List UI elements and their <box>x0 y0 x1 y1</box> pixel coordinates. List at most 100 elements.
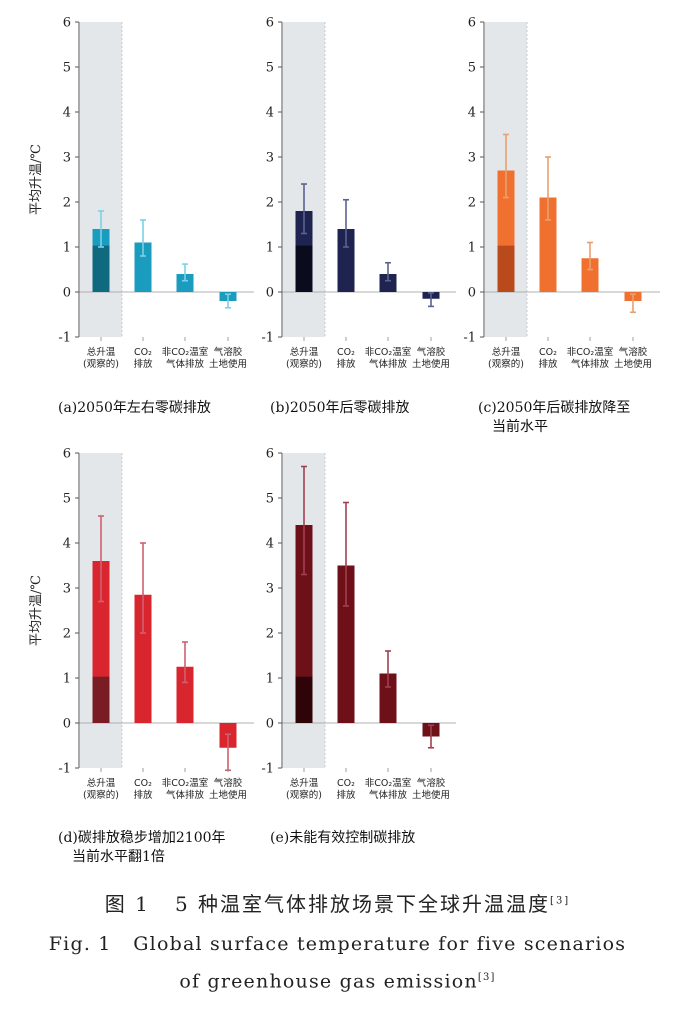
category-label: 土地使用 <box>412 358 450 370</box>
bar <box>337 229 355 292</box>
y-axis-label: 平均升温/℃ <box>29 144 44 215</box>
panel-title: (e)未能有效控制碳排放 <box>270 830 415 846</box>
category-label: (观察的) <box>286 358 322 370</box>
category-label: (观察的) <box>286 789 322 801</box>
y-tick-label: 1 <box>468 241 476 256</box>
panel-title-line2: 当前水平 <box>492 418 548 435</box>
bar <box>134 594 152 723</box>
y-tick-label: -1 <box>463 331 476 346</box>
figure-panels: -10123456平均升温/℃总升温(观察的)CO₂排放非CO₂温室气体排放气溶… <box>29 16 660 865</box>
y-tick-label: 5 <box>63 61 71 76</box>
caption-english: Fig. 1 Global surface temperature for fi… <box>0 927 675 998</box>
category-label: 总升温 <box>87 346 116 358</box>
category-label: (观察的) <box>83 358 119 370</box>
caption-chinese-ref: [3] <box>550 895 571 907</box>
category-label: 土地使用 <box>209 789 247 801</box>
chart-panel-a: -1 0 1 2 3 4 5 6 平均升温/℃ 总升温(观察的) CO₂排放非CO₂温室气体排放气溶… <box>29 16 254 416</box>
caption-english-line2: of greenhouse gas emission[3] <box>0 961 675 998</box>
y-tick-label: 6 <box>63 447 71 462</box>
panel-title: (c)2050年后碳排放降至 <box>478 400 630 416</box>
y-tick-label: 1 <box>266 672 274 687</box>
y-tick-label: -1 <box>58 331 71 346</box>
y-tick-label: 3 <box>266 582 274 597</box>
y-tick-label: 4 <box>63 537 71 552</box>
y-tick-label: 3 <box>63 151 71 166</box>
caption-english-line1: Fig. 1 Global surface temperature for fi… <box>48 933 627 955</box>
bar <box>539 197 557 292</box>
caption-chinese: 图 1 5 种温室气体排放场景下全球升温温度[3] <box>0 888 675 917</box>
y-tick-label: 6 <box>266 447 274 462</box>
observed-bar-portion <box>92 676 110 723</box>
caption-chinese-prefix: 图 1 <box>104 892 150 916</box>
y-axis-label: 平均升温/℃ <box>29 575 44 646</box>
y-tick-label: 1 <box>63 241 71 256</box>
category-label: 气体排放 <box>369 358 408 370</box>
y-tick-label: 6 <box>468 16 476 31</box>
y-tick-label: 4 <box>63 106 71 121</box>
category-label: CO₂ <box>134 778 152 789</box>
category-label: 土地使用 <box>412 789 450 801</box>
category-label: 土地使用 <box>614 358 652 370</box>
y-tick-label: 1 <box>266 241 274 256</box>
category-label: 非CO₂温室 <box>365 777 411 789</box>
category-label: 非CO₂温室 <box>365 346 411 358</box>
category-label: 总升温 <box>492 346 521 358</box>
category-label: 非CO₂温室 <box>162 777 208 789</box>
y-tick-label: 2 <box>266 627 274 642</box>
category-label: 气溶胶 <box>417 777 446 789</box>
y-tick-label: 3 <box>266 151 274 166</box>
panel-title: (d)碳排放稳步增加2100年 <box>58 830 226 846</box>
category-label: 气溶胶 <box>214 346 243 358</box>
y-tick-label: 0 <box>266 286 274 301</box>
category-label: CO₂ <box>337 347 355 358</box>
category-label: 总升温 <box>87 777 116 789</box>
bar <box>581 258 599 292</box>
y-tick-label: 0 <box>468 286 476 301</box>
caption-chinese-text: 5 种温室气体排放场景下全球升温温度 <box>174 892 551 916</box>
category-label: 排放 <box>336 358 356 370</box>
y-tick-label: 6 <box>266 16 274 31</box>
bar <box>134 242 152 292</box>
bar <box>337 565 355 723</box>
category-label: 气体排放 <box>166 789 205 801</box>
y-tick-label: 5 <box>468 61 476 76</box>
chart-panel-d: -1 0 1 2 3 4 5 6 平均升温/℃ 总升温(观察的) CO₂排放非CO₂温室气体排放气溶… <box>29 447 254 865</box>
category-label: 气溶胶 <box>417 346 446 358</box>
y-tick-label: 5 <box>266 492 274 507</box>
category-label: 土地使用 <box>209 358 247 370</box>
category-label: 气体排放 <box>166 358 205 370</box>
y-tick-label: 3 <box>468 151 476 166</box>
bar <box>379 274 397 292</box>
y-tick-label: 5 <box>266 61 274 76</box>
y-tick-label: 1 <box>63 672 71 687</box>
y-tick-label: 4 <box>468 106 476 121</box>
bar <box>176 274 194 292</box>
category-label: 气溶胶 <box>214 777 243 789</box>
category-label: 排放 <box>133 358 153 370</box>
y-tick-label: 4 <box>266 106 274 121</box>
y-tick-label: 2 <box>468 196 476 211</box>
observed-bar-portion <box>295 245 313 292</box>
y-tick-label: 3 <box>63 582 71 597</box>
category-label: (观察的) <box>83 789 119 801</box>
observed-bar-portion <box>92 245 110 292</box>
caption-english-ref: [3] <box>477 972 496 983</box>
category-label: 气体排放 <box>571 358 610 370</box>
category-label: 排放 <box>538 358 558 370</box>
y-tick-label: 2 <box>266 196 274 211</box>
category-label: 总升温 <box>290 777 319 789</box>
category-label: 非CO₂温室 <box>567 346 613 358</box>
y-tick-label: 0 <box>266 717 274 732</box>
y-tick-label: -1 <box>261 331 274 346</box>
y-tick-label: -1 <box>261 762 274 777</box>
figure-caption: 图 1 5 种温室气体排放场景下全球升温温度[3] Fig. 1 Global … <box>0 880 675 998</box>
caption-english-text2: of greenhouse gas emission <box>179 970 478 993</box>
category-label: 总升温 <box>290 346 319 358</box>
category-label: (观察的) <box>488 358 524 370</box>
y-tick-label: -1 <box>58 762 71 777</box>
category-label: CO₂ <box>337 778 355 789</box>
y-tick-label: 0 <box>63 286 71 301</box>
bar <box>295 525 313 723</box>
